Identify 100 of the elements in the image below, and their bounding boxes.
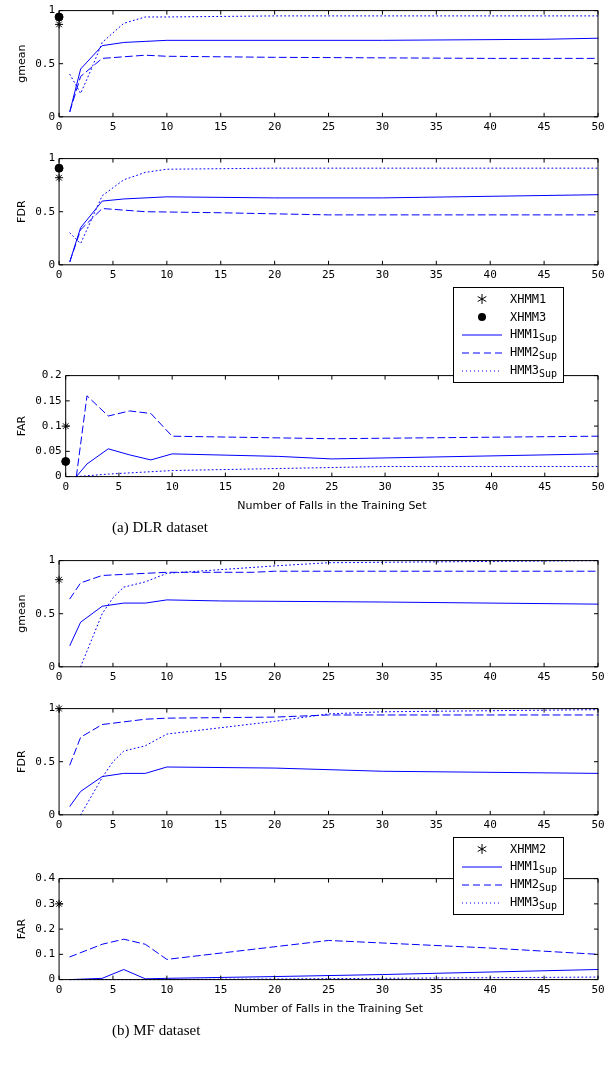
y-tick-label: 0	[48, 109, 56, 123]
x-tick-label: 40	[483, 983, 497, 997]
x-tick-label: 10	[160, 120, 174, 134]
x-tick-label: 5	[115, 480, 123, 494]
x-tick-label: 15	[214, 983, 228, 997]
x-tick-label: 20	[268, 818, 282, 832]
x-tick-label: 35	[429, 268, 443, 282]
x-tick-label: 40	[483, 670, 497, 684]
x-tick-label: 25	[321, 670, 336, 684]
y-axis-title: FDR	[15, 750, 29, 773]
x-tick-label: 35	[429, 818, 443, 832]
x-tick-label: 20	[268, 983, 282, 997]
y-tick-label: 0	[55, 469, 62, 483]
x-tick-label: 30	[375, 818, 390, 832]
y-axis-title: FAR	[15, 415, 29, 437]
legend-label: HMM3$_{Sup}$	[510, 894, 557, 911]
text: (b) MF dataset	[111, 1022, 202, 1039]
y-tick-label: 0.3	[35, 896, 56, 910]
x-tick-label: 35	[429, 120, 443, 134]
x-tick-label: 25	[321, 983, 336, 997]
y-tick-label: 0.5	[35, 204, 56, 218]
x-tick-label: 20	[268, 670, 282, 684]
y-tick-label: 0	[48, 257, 56, 271]
x-tick-label: 20	[268, 120, 282, 134]
y-tick-label: 0	[48, 972, 56, 986]
y-tick-label: 0.1	[35, 947, 56, 961]
y-tick-label: 1	[48, 553, 56, 567]
x-tick-label: 45	[538, 480, 552, 494]
y-axis-title: FDR	[15, 200, 29, 223]
x-tick-label: 45	[537, 268, 551, 282]
x-tick-label: 50	[591, 268, 605, 282]
x-tick-label: 15	[214, 670, 228, 684]
x-tick-label: 40	[483, 120, 497, 134]
x-tick-label: 5	[109, 670, 117, 684]
y-tick-label: 0	[48, 659, 56, 673]
y-tick-label: 0	[48, 807, 56, 821]
x-tick-label: 20	[271, 480, 286, 494]
y-tick-label: 0.5	[35, 606, 56, 620]
x-axis-title: Number of Falls in the Training Set	[237, 499, 428, 513]
x-tick-label: 50	[591, 120, 605, 134]
x-tick-label: 50	[591, 983, 605, 997]
x-tick-label: 50	[591, 480, 605, 494]
x-tick-label: 35	[429, 983, 443, 997]
x-tick-label: 15	[214, 120, 228, 134]
x-tick-label: 10	[165, 480, 179, 494]
x-tick-label: 15	[214, 268, 228, 282]
legend-label: HMM3$_{Sup}$	[510, 362, 557, 379]
x-tick-label: 30	[375, 670, 390, 684]
x-tick-label: 40	[483, 818, 497, 832]
x-tick-label: 5	[109, 120, 117, 134]
x-tick-label: 50	[591, 670, 605, 684]
x-tick-label: 10	[160, 268, 174, 282]
x-tick-label: 25	[321, 818, 336, 832]
y-tick-label: 0.4	[35, 871, 56, 885]
legend-label: HMM1$_{Sup}$	[510, 326, 557, 343]
x-tick-label: 35	[429, 670, 443, 684]
x-tick-label: 5	[109, 268, 117, 282]
x-tick-label: 10	[160, 818, 174, 832]
x-tick-label: 45	[537, 983, 551, 997]
x-axis-title: Number of Falls in the Training Set	[233, 1002, 424, 1016]
x-tick-label: 30	[375, 983, 390, 997]
x-tick-label: 25	[321, 268, 336, 282]
legend-label: HMM2$_{Sup}$	[510, 344, 557, 361]
x-tick-label: 10	[160, 670, 174, 684]
x-tick-label: 45	[537, 120, 551, 134]
x-tick-label: 15	[218, 480, 233, 494]
x-tick-label: 40	[483, 268, 497, 282]
y-tick-label: 1	[48, 3, 56, 17]
legend-label: HMM1$_{Sup}$	[510, 858, 557, 875]
y-tick-label: 0.2	[35, 921, 56, 935]
y-tick-label: 0.5	[35, 754, 56, 768]
legend-label: HMM2$_{Sup}$	[510, 876, 557, 893]
x-tick-label: 35	[431, 480, 445, 494]
x-tick-label: 25	[321, 120, 336, 134]
x-tick-label: 30	[375, 268, 390, 282]
x-tick-label: 30	[375, 120, 390, 134]
y-tick-label: 1	[48, 701, 56, 715]
x-tick-label: 45	[537, 818, 551, 832]
x-tick-label: 50	[591, 818, 605, 832]
x-tick-label: 40	[484, 480, 499, 494]
legend-label: XHMM2	[510, 841, 547, 856]
y-axis-title: FAR	[15, 918, 29, 940]
y-axis-title: gmean	[15, 594, 29, 633]
x-tick-label: 30	[378, 480, 392, 494]
y-tick-label: 0.1	[41, 418, 62, 432]
y-tick-label: 1	[48, 151, 56, 165]
x-tick-label: 20	[268, 268, 282, 282]
x-tick-label: 45	[537, 670, 551, 684]
y-axis-title: gmean	[15, 44, 29, 83]
x-tick-label: 10	[160, 983, 174, 997]
x-tick-label: 25	[325, 480, 339, 494]
y-tick-label: 0.2	[41, 368, 62, 382]
y-tick-label: 0.5	[35, 56, 56, 70]
x-tick-label: 5	[109, 818, 117, 832]
x-tick-label: 5	[109, 983, 117, 997]
legend-label: XHMM1	[510, 291, 547, 306]
y-tick-label: 0.15	[35, 393, 62, 407]
x-tick-label: 15	[214, 818, 228, 832]
y-tick-label: 0.05	[35, 444, 62, 458]
legend-label: XHMM3	[510, 309, 547, 324]
